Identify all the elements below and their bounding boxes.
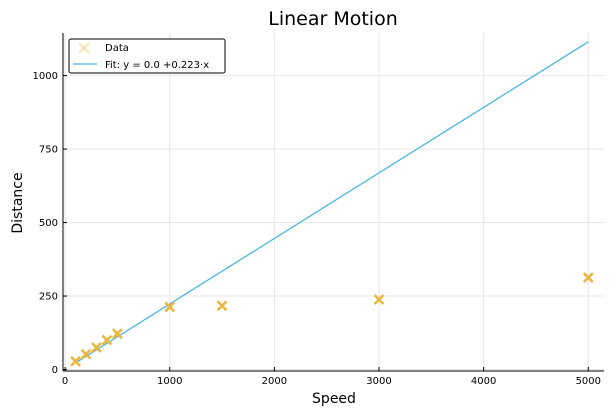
x-tick-label-5: 5000 (576, 376, 601, 387)
data-point-1 (80, 348, 92, 360)
y-tick-label-2: 500 (39, 218, 58, 229)
x-axis-label: Speed (312, 391, 356, 407)
data-point-2 (91, 342, 102, 353)
y-tick-label-4: 1000 (33, 71, 58, 82)
x-tick-label-0: 0 (62, 376, 68, 387)
data-point-7 (373, 294, 385, 305)
data-point-5 (164, 301, 176, 313)
data-points (70, 272, 594, 367)
y-tick-label-1: 250 (39, 292, 58, 303)
x-ticks: 0 1000 2000 3000 4000 5000 (62, 367, 601, 387)
data-point-0 (70, 355, 81, 367)
axes (62, 33, 604, 372)
legend: Data Fit: y = 0.0 +0.223·x (68, 38, 226, 74)
legend-label-data: Data (105, 43, 129, 54)
fit-line (75, 41, 589, 364)
data-point-4 (111, 328, 123, 340)
y-ticks: 0 250 500 750 1000 (33, 71, 67, 376)
fit-line-group (75, 41, 589, 364)
legend-label-fit: Fit: y = 0.0 +0.223·x (105, 60, 209, 71)
data-point-6 (216, 300, 228, 312)
x-tick-label-1: 1000 (157, 376, 182, 387)
y-axis-label: Distance (10, 172, 26, 233)
y-tick-label-3: 750 (39, 145, 58, 156)
legend-marker-data (78, 42, 90, 54)
data-point-3 (101, 334, 113, 346)
legend-box (68, 38, 226, 74)
data-point-8 (582, 272, 594, 283)
x-tick-label-3: 3000 (366, 376, 391, 387)
x-tick-label-2: 2000 (262, 376, 287, 387)
x-tick-label-4: 4000 (471, 376, 496, 387)
chart-title: Linear Motion (268, 8, 398, 30)
y-tick-label-0: 0 (52, 365, 58, 376)
grid (63, 33, 604, 371)
